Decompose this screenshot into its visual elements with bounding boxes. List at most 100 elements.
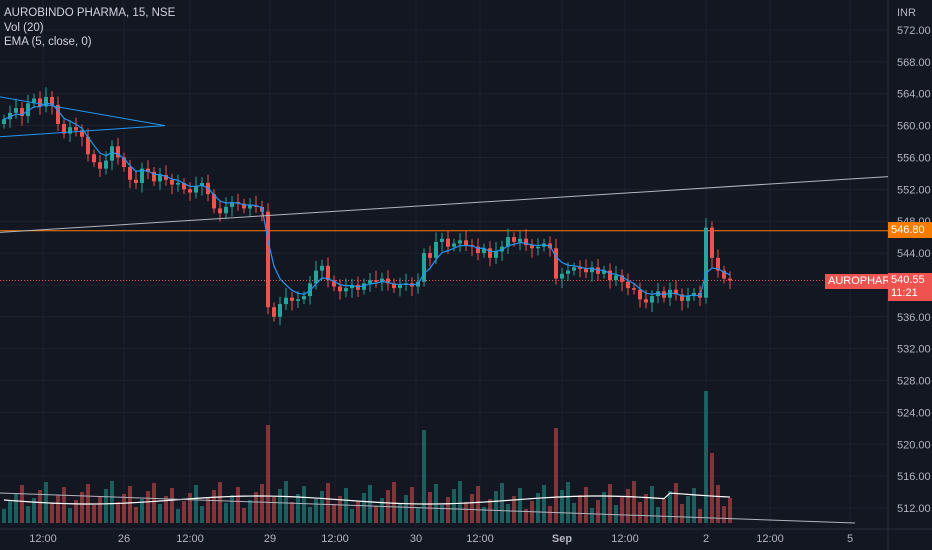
candle-body: [56, 104, 60, 125]
candle-body: [566, 270, 570, 274]
volume-bar: [140, 499, 144, 523]
volume-bar: [488, 499, 492, 523]
volume-bar: [20, 485, 24, 523]
candle-body: [398, 284, 402, 289]
candle-body: [62, 124, 66, 134]
volume-bar: [512, 496, 516, 523]
volume-bar: [248, 500, 252, 523]
x-tick-label: 12:00: [756, 533, 784, 545]
candle-body: [170, 179, 174, 185]
y-tick-label: 572.00: [897, 25, 931, 37]
candle-body: [686, 296, 690, 301]
volume-bar: [590, 508, 594, 523]
volume-bar: [698, 509, 702, 523]
x-tick-label: Sep: [552, 533, 572, 545]
candle-body: [680, 294, 684, 301]
volume-bar: [668, 491, 672, 523]
volume-bar: [632, 481, 636, 523]
candle-body: [536, 246, 540, 249]
trendline-volume: [0, 492, 856, 524]
candle-body: [380, 278, 384, 282]
candle-body: [152, 171, 156, 182]
volume-bar: [290, 502, 294, 523]
volume-bar: [650, 486, 654, 523]
volume-bar: [146, 491, 150, 523]
candle-body: [248, 205, 252, 209]
volume-bar: [692, 488, 696, 523]
candle-body: [458, 240, 462, 244]
y-tick-label: 528.00: [897, 376, 931, 388]
volume-bar: [338, 496, 342, 523]
candle-body: [320, 265, 324, 271]
x-tick-label: 12:00: [29, 533, 57, 545]
y-tick-label: 568.00: [897, 57, 931, 69]
volume-bar: [728, 498, 732, 523]
volume-bar: [506, 504, 510, 523]
candle-body: [710, 227, 714, 258]
volume-bar: [74, 500, 78, 523]
volume-bar: [416, 508, 420, 523]
symbol-title[interactable]: AUROBINDO PHARMA, 15, NSE: [4, 7, 176, 19]
candle-body: [614, 275, 618, 281]
volume-indicator-label[interactable]: Vol (20): [4, 21, 44, 34]
candle-body: [86, 136, 90, 155]
volume-bar: [440, 505, 444, 523]
candle-body: [200, 182, 204, 187]
candle-body: [632, 288, 636, 290]
level-price-tag: 546.80: [888, 222, 932, 238]
candle-body: [188, 189, 192, 193]
candle-body: [584, 269, 588, 273]
candle-body: [590, 267, 594, 273]
candle-body: [224, 206, 228, 214]
y-tick-label: 564.00: [897, 89, 931, 101]
x-tick-label: 30: [410, 533, 422, 545]
volume-bar: [362, 493, 366, 523]
ema-line: [3, 102, 731, 297]
ema-indicator-label[interactable]: EMA (5, close, 0): [4, 36, 92, 48]
volume-bar: [320, 491, 324, 523]
volume-bar: [464, 502, 468, 523]
candle-body: [230, 202, 234, 207]
volume-bar: [260, 484, 264, 523]
candle-body: [500, 246, 504, 252]
candle-body: [608, 270, 612, 281]
volume-bar: [596, 500, 600, 523]
candle-body: [158, 174, 162, 182]
candle-body: [20, 108, 24, 117]
candle-body: [350, 284, 354, 289]
volume-bar: [152, 483, 156, 523]
volume-bar: [176, 509, 180, 523]
candle-body: [176, 182, 180, 185]
volume-bar: [170, 488, 174, 523]
volume-bar: [56, 495, 60, 523]
volume-bar: [104, 489, 108, 523]
volume-bar: [50, 503, 54, 523]
volume-bar: [38, 490, 42, 523]
y-tick-label: 516.00: [897, 471, 931, 483]
candle-body: [272, 307, 276, 317]
volume-bar: [608, 484, 612, 523]
volume-bar: [80, 492, 84, 523]
candle-body: [560, 273, 564, 279]
candle-body: [332, 280, 336, 287]
volume-bar: [404, 495, 408, 523]
volume-bar: [524, 509, 528, 523]
candle-body: [422, 253, 426, 282]
candle-body: [494, 251, 498, 258]
candle-body: [122, 157, 126, 168]
candle-body: [128, 167, 132, 180]
candle-body: [116, 146, 120, 158]
volume-bar: [710, 453, 714, 523]
volume-bar: [284, 481, 288, 523]
candle-body: [428, 253, 432, 258]
candle-body: [2, 119, 6, 125]
candle-body: [668, 289, 672, 298]
volume-bar: [422, 430, 426, 523]
volume-bar: [158, 504, 162, 523]
volume-bar: [122, 494, 126, 523]
volume-bar: [182, 501, 186, 523]
x-tick-label: 12:00: [611, 533, 639, 545]
candle-body: [344, 288, 348, 292]
volume-bar: [26, 506, 30, 523]
